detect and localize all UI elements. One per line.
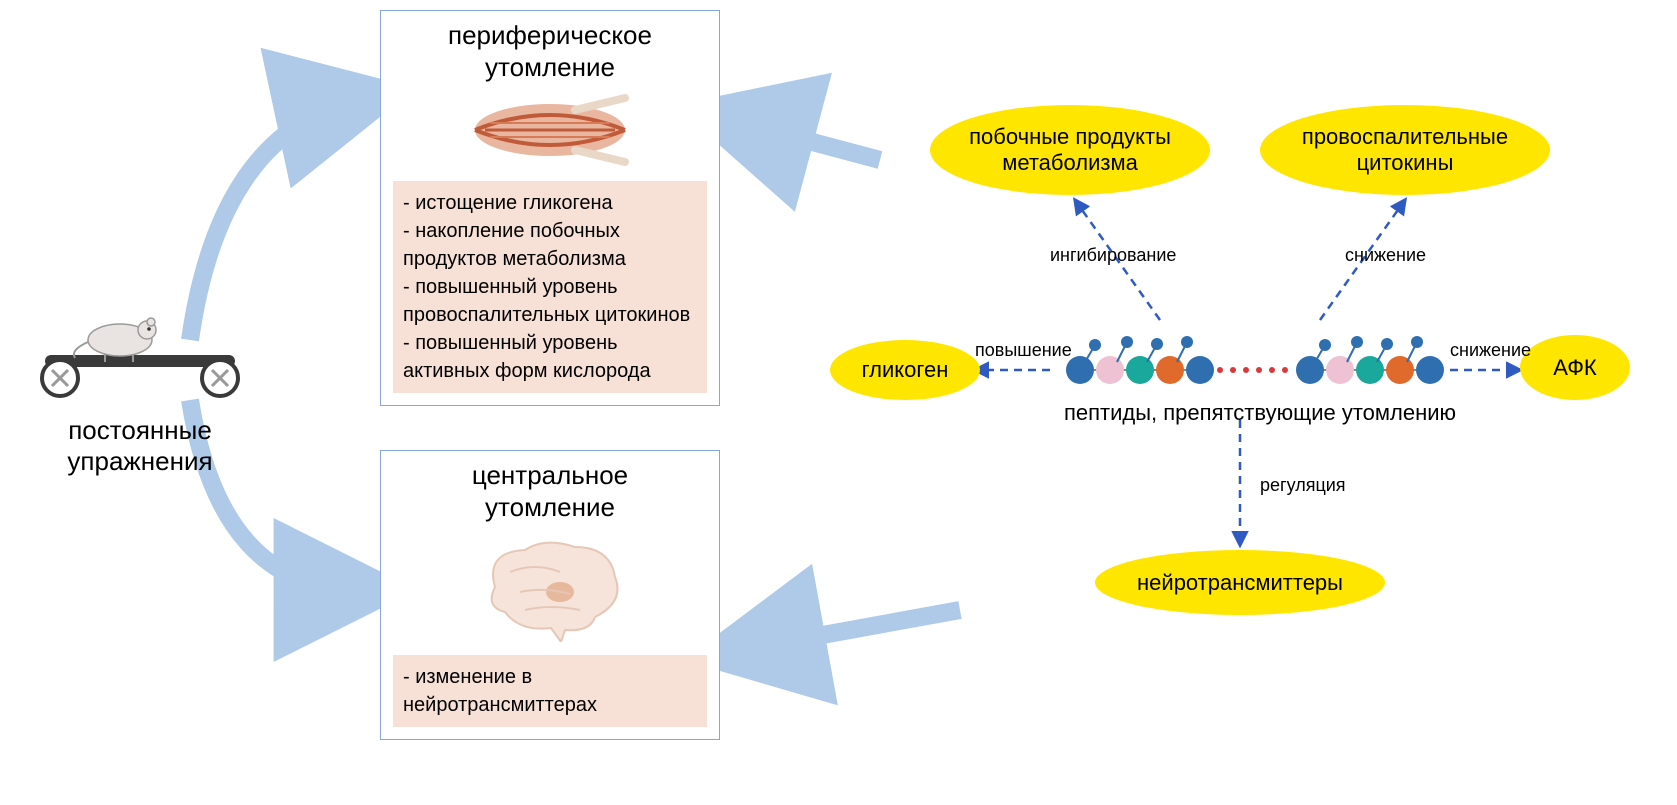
treadmill-block: постоянные упражнения — [15, 300, 265, 477]
box-peripheral-title: периферическое утомление — [381, 11, 719, 83]
bubble-neurotrans: нейротрансмиттеры — [1095, 550, 1385, 615]
treadmill-label: постоянные упражнения — [15, 415, 265, 477]
treadmill-icon — [15, 300, 265, 410]
box-peripheral-item: - истощение гликогена — [403, 189, 697, 217]
label-increase-glycogen: повышение — [975, 340, 1072, 361]
peptide-chain-label: пептиды, препятствующие утомлению — [1020, 400, 1500, 426]
box-peripheral-body: - истощение гликогена - накопление побоч… — [393, 181, 707, 393]
box-central-item: - изменение в нейротрансмиттерах — [403, 663, 697, 719]
label-regulation: регуляция — [1260, 475, 1346, 496]
arrow-cluster-to-central — [740, 610, 960, 650]
box-peripheral: периферическое утомление - истощение гли… — [380, 10, 720, 406]
arrow-cluster-to-peripheral — [730, 120, 880, 160]
muscle-icon — [465, 90, 635, 170]
label-decrease-ros: снижение — [1450, 340, 1531, 361]
peptide-chain-icon — [1055, 320, 1455, 400]
box-central: центральное утомление - изменение в нейр… — [380, 450, 720, 740]
box-peripheral-item: - повышенный уровень активных форм кисло… — [403, 329, 697, 385]
box-central-title: центральное утомление — [381, 451, 719, 523]
bubble-ros: АФК — [1520, 335, 1630, 400]
box-peripheral-item: - накопление побочных продуктов метаболи… — [403, 217, 697, 273]
bubble-byproducts: побочные продукты метаболизма — [930, 105, 1210, 195]
box-central-body: - изменение в нейротрансмиттерах — [393, 655, 707, 727]
bubble-glycogen: гликоген — [830, 340, 980, 400]
label-inhibition: ингибирование — [1050, 245, 1176, 266]
brain-icon — [465, 532, 635, 642]
label-decrease-cytokines: снижение — [1345, 245, 1426, 266]
box-peripheral-item: - повышенный уровень провоспалительных ц… — [403, 273, 697, 329]
bubble-cytokines: провоспалительные цитокины — [1260, 105, 1550, 195]
